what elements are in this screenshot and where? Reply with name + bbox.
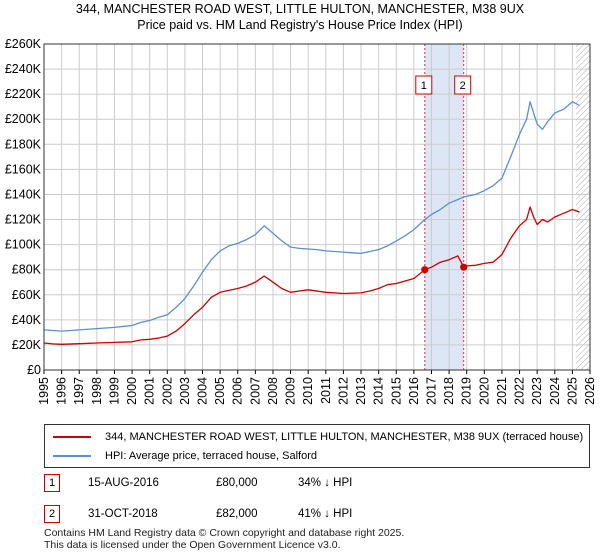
y-tick-label: £200K — [5, 112, 42, 126]
x-tick-label: 1997 — [72, 377, 86, 405]
chart-title: 344, MANCHESTER ROAD WEST, LITTLE HULTON… — [75, 2, 525, 16]
y-tick-label: £40K — [12, 313, 42, 327]
x-tick-label: 2016 — [407, 377, 421, 405]
x-tick-label: 2015 — [389, 377, 403, 405]
footer: Contains HM Land Registry data © Crown c… — [44, 527, 405, 551]
legend-label-property: 344, MANCHESTER ROAD WEST, LITTLE HULTON… — [105, 431, 584, 443]
sale-date: 31-OCT-2018 — [88, 508, 158, 520]
sale-number-badge: 1 — [44, 474, 60, 492]
sale-row: 2 31-OCT-2018 £82,000 41% ↓ HPI — [44, 505, 464, 525]
y-tick-label: £220K — [5, 87, 42, 101]
x-tick-label: 1996 — [55, 377, 69, 405]
sale-point — [421, 266, 429, 274]
x-tick-label: 2002 — [160, 377, 174, 405]
x-tick-label: 2017 — [424, 377, 438, 405]
footer-copyright: Contains HM Land Registry data © Crown c… — [44, 527, 405, 539]
y-tick-label: £180K — [5, 137, 42, 151]
x-tick-label: 2010 — [301, 377, 315, 405]
x-tick-label: 2012 — [336, 377, 350, 405]
sale-date: 15-AUG-2016 — [88, 477, 159, 489]
series-line-hpi — [43, 101, 580, 332]
x-tick-label: 2007 — [248, 377, 262, 405]
x-tick-label: 1999 — [107, 377, 121, 405]
y-tick-label: £80K — [12, 263, 42, 277]
x-tick-label: 2013 — [354, 377, 368, 405]
x-tick-label: 2021 — [495, 377, 509, 405]
x-tick-label: 2001 — [143, 377, 157, 405]
x-tick-label: 2018 — [442, 377, 456, 405]
sale-hpi-diff: 41% ↓ HPI — [298, 508, 353, 520]
y-tick-label: £240K — [5, 62, 42, 76]
x-tick-label: 2019 — [460, 377, 474, 405]
x-tick-label: 1998 — [90, 377, 104, 405]
sale-marker-box — [415, 75, 433, 95]
sale-point — [460, 263, 468, 271]
y-tick-label: £20K — [12, 338, 42, 352]
x-tick-label: 2026 — [583, 377, 597, 405]
footer-licence: This data is licensed under the Open Gov… — [44, 538, 341, 551]
x-tick-label: 2014 — [372, 377, 386, 405]
x-tick-label: 2022 — [513, 377, 527, 405]
sale-price: £80,000 — [216, 477, 258, 489]
x-tick-label: 2004 — [196, 377, 210, 405]
sale-marker-label: 2 — [460, 80, 466, 92]
sale-hpi-diff: 34% ↓ HPI — [298, 477, 353, 489]
sale-marker-box — [454, 75, 472, 95]
sale-marker-label: 1 — [421, 80, 427, 92]
y-tick-label: £100K — [5, 238, 42, 252]
x-tick-label: 2023 — [530, 377, 544, 405]
legend-swatch-hpi — [53, 455, 91, 457]
sale-number-badge: 2 — [44, 505, 60, 523]
x-tick-label: 2011 — [319, 377, 333, 404]
x-tick-label: 2024 — [548, 377, 562, 405]
forecast-hatch-region — [575, 44, 590, 370]
legend-item-property: 344, MANCHESTER ROAD WEST, LITTLE HULTON… — [53, 429, 583, 445]
chart-subtitle: Price paid vs. HM Land Registry's House … — [137, 18, 463, 32]
y-tick-label: £160K — [5, 162, 42, 176]
plot-border — [43, 43, 591, 371]
y-tick-label: £260K — [5, 37, 42, 51]
y-tick-label: £60K — [12, 288, 42, 302]
x-tick-label: 2000 — [125, 377, 139, 405]
x-tick-label: 2003 — [178, 377, 192, 405]
legend-swatch-property — [53, 436, 91, 438]
legend: 344, MANCHESTER ROAD WEST, LITTLE HULTON… — [44, 424, 590, 468]
x-tick-label: 2020 — [477, 377, 491, 405]
sale-price: £82,000 — [216, 508, 258, 520]
x-tick-label: 1995 — [37, 377, 51, 405]
y-tick-label: £140K — [5, 187, 42, 201]
legend-item-hpi: HPI: Average price, terraced house, Salf… — [53, 448, 317, 464]
x-tick-label: 2025 — [565, 377, 579, 405]
series-line-property — [43, 206, 580, 345]
legend-label-hpi: HPI: Average price, terraced house, Salf… — [105, 450, 317, 462]
x-tick-label: 2006 — [231, 377, 245, 405]
x-tick-label: 2009 — [284, 377, 298, 405]
y-tick-label: £0 — [27, 363, 41, 377]
y-tick-label: £120K — [5, 213, 42, 227]
chart-area: £0 £20K £40K £60K £80K £100K £120K £140K £160K £1… — [5, 37, 597, 405]
x-tick-label: 2008 — [266, 377, 280, 405]
sale-row: 1 15-AUG-2016 £80,000 34% ↓ HPI — [44, 474, 464, 494]
x-tick-label: 2005 — [213, 377, 227, 405]
